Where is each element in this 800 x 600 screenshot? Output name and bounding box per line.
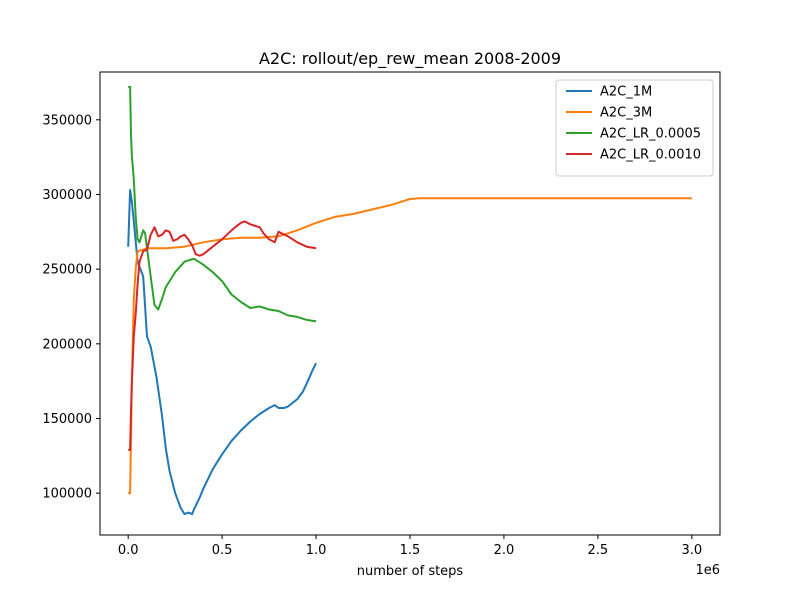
y-tick-label: 350000 (42, 113, 92, 128)
legend-label: A2C_1M (600, 85, 652, 100)
x-tick-label: 0.5 (212, 543, 233, 558)
x-axis: 0.0 0.5 1.0 1.5 2.0 2.5 3.0 (118, 535, 702, 558)
series-line-3 (128, 220, 317, 451)
x-tick-label: 3.0 (681, 543, 702, 558)
series-line-1 (128, 197, 692, 495)
x-tick-label: 2.0 (494, 543, 515, 558)
x-tick-label: 1.0 (306, 543, 327, 558)
legend-box (555, 79, 714, 177)
x-axis-offset-label: 1e6 (695, 563, 720, 578)
x-axis-label: number of steps (357, 564, 464, 579)
legend-label: A2C_LR_0.0010 (600, 148, 701, 163)
y-tick-label: 200000 (42, 337, 92, 352)
y-axis: 100000 150000 200000 250000 300000 350000 (42, 113, 100, 502)
x-tick-label: 1.5 (400, 543, 421, 558)
y-tick-label: 250000 (42, 263, 92, 278)
series-line-2 (128, 85, 317, 323)
legend-label: A2C_3M (600, 106, 652, 121)
series-line-0 (127, 189, 317, 516)
legend: A2C_1M A2C_3M A2C_LR_0.0005 A2C_LR_0.0010 (555, 79, 714, 177)
y-tick-label: 100000 (42, 487, 92, 502)
y-tick-label: 300000 (42, 188, 92, 203)
legend-label: A2C_LR_0.0005 (600, 127, 701, 142)
chart-title: A2C: rollout/ep_rew_mean 2008-2009 (259, 49, 561, 69)
plot-lines (127, 85, 692, 516)
y-tick-label: 150000 (42, 412, 92, 427)
x-tick-label: 2.5 (588, 543, 609, 558)
x-tick-label: 0.0 (118, 543, 139, 558)
